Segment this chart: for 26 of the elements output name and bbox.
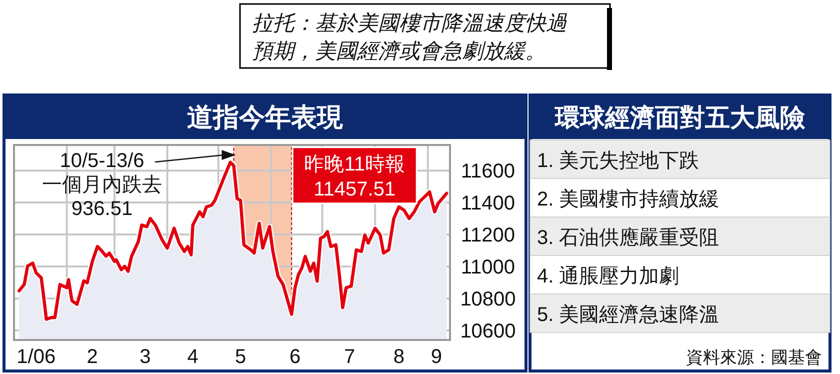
x-tick-label: 4 bbox=[187, 346, 198, 368]
x-tick-label: 9 bbox=[430, 346, 442, 368]
y-tick-label: 10800 bbox=[460, 288, 516, 310]
x-tick-label: 5 bbox=[234, 346, 246, 368]
annotation: 10/5-13/6 一個月內跌去 936.51 bbox=[42, 150, 162, 220]
y-tick-label: 11400 bbox=[460, 192, 516, 215]
source-note: 資料來源：國基會 bbox=[686, 348, 822, 367]
x-tick-label: 7 bbox=[344, 346, 356, 368]
x-tick-label: 1/06 bbox=[16, 346, 56, 368]
y-tick-label: 11200 bbox=[460, 224, 516, 247]
category-label: 4. 通脹壓力加劇 bbox=[537, 266, 680, 288]
x-tick-label: 6 bbox=[289, 346, 301, 368]
x-tick-label: 2 bbox=[86, 346, 98, 368]
chart-title: 道指今年表現 bbox=[187, 102, 344, 132]
y-tick-label: 11000 bbox=[460, 256, 516, 278]
category-label: 3. 石油供應嚴重受阻 bbox=[537, 227, 720, 249]
text: 拉托：基於美國樓市降溫速度快過預期，美國經濟或會急劇放緩。 bbox=[252, 12, 568, 63]
text: 環球經濟面對五大風險 bbox=[554, 104, 806, 132]
category-label: 2. 美國樓市持續放緩 bbox=[537, 188, 720, 210]
category-label: 5. 美國經濟急速降溫 bbox=[537, 303, 720, 326]
x-tick-label: 3 bbox=[140, 346, 151, 368]
x-tick-label: 8 bbox=[393, 346, 404, 368]
category-label: 1. 美元失控地下跌 bbox=[537, 149, 700, 172]
y-tick-label: 10600 bbox=[460, 320, 516, 342]
y-tick-label: 11600 bbox=[460, 160, 516, 183]
annotation: 昨晚11時報 11457.51 bbox=[304, 153, 405, 200]
